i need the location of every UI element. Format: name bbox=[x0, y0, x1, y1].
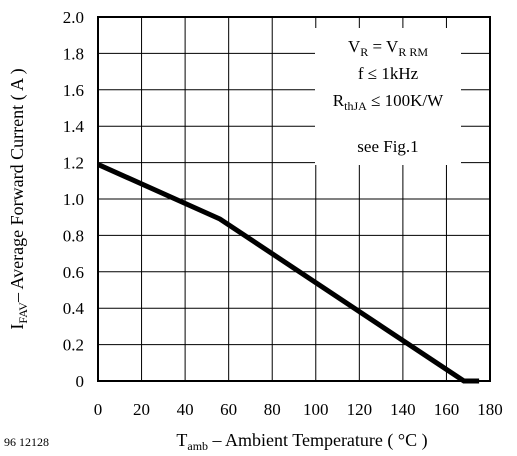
x-tick-label: 80 bbox=[264, 400, 281, 419]
annotation-vrrm-symbol: = V bbox=[368, 37, 399, 56]
x-tick-label: 20 bbox=[133, 400, 150, 419]
x-tick-label: 120 bbox=[347, 400, 373, 419]
x-tick-label: 160 bbox=[434, 400, 460, 419]
y-axis-title-text: – Average Forward Current ( A ) bbox=[7, 68, 28, 303]
y-tick-label: 2.0 bbox=[63, 8, 84, 27]
annotation-rth-text: ≤ 100K/W bbox=[367, 91, 444, 110]
y-tick-label: 0.8 bbox=[63, 226, 84, 245]
y-axis-title: IFAV– Average Forward Current ( A ) bbox=[7, 68, 30, 329]
y-tick-label: 0.2 bbox=[63, 336, 84, 355]
y-tick-label: 0 bbox=[76, 372, 85, 391]
y-tick-label: 1.6 bbox=[63, 81, 84, 100]
y-axis-title-symbol: I bbox=[7, 324, 27, 330]
plot-frame bbox=[97, 16, 491, 382]
annotation-line-1: VR = VR RM bbox=[348, 37, 428, 59]
figure-id: 96 12128 bbox=[4, 435, 49, 449]
x-axis-title: Tamb – Ambient Temperature ( °C ) bbox=[176, 430, 427, 453]
annotation-rth-symbol: R bbox=[333, 91, 345, 110]
y-tick-label: 1.0 bbox=[63, 190, 84, 209]
annotation-vr-subscript: R bbox=[360, 45, 368, 59]
x-tick-labels: 0 20 40 60 80 100 120 140 160 180 bbox=[94, 400, 503, 419]
x-tick-label: 140 bbox=[390, 400, 416, 419]
y-tick-label: 1.4 bbox=[63, 117, 85, 136]
y-axis-title-subscript: FAV bbox=[16, 302, 30, 324]
y-tick-label: 0.4 bbox=[63, 299, 85, 318]
x-axis-title-subscript: amb bbox=[187, 439, 208, 453]
annotation-line-2: f ≤ 1kHz bbox=[358, 64, 419, 83]
annotation-rth-subscript: thJA bbox=[344, 99, 367, 113]
y-tick-label: 0.6 bbox=[63, 263, 84, 282]
y-tick-labels: 0 0.2 0.4 0.6 0.8 1.0 1.2 1.4 1.6 1.8 2.0 bbox=[63, 8, 85, 391]
derating-curve bbox=[96, 162, 480, 384]
annotation-box bbox=[315, 28, 461, 165]
y-tick-label: 1.2 bbox=[63, 154, 84, 173]
annotation-vr-symbol: V bbox=[348, 37, 361, 56]
annotation-vrrm-subscript: R RM bbox=[398, 45, 428, 59]
x-tick-label: 40 bbox=[177, 400, 194, 419]
x-axis-title-text: – Ambient Temperature ( °C ) bbox=[208, 430, 428, 451]
annotation-line-3: RthJA ≤ 100K/W bbox=[333, 91, 444, 113]
annotation-line-4: see Fig.1 bbox=[357, 137, 418, 156]
x-tick-label: 60 bbox=[220, 400, 237, 419]
x-tick-label: 0 bbox=[94, 400, 103, 419]
x-tick-label: 100 bbox=[303, 400, 329, 419]
x-tick-label: 180 bbox=[477, 400, 503, 419]
x-axis-title-symbol: T bbox=[176, 430, 187, 450]
y-tick-label: 1.8 bbox=[63, 44, 84, 63]
